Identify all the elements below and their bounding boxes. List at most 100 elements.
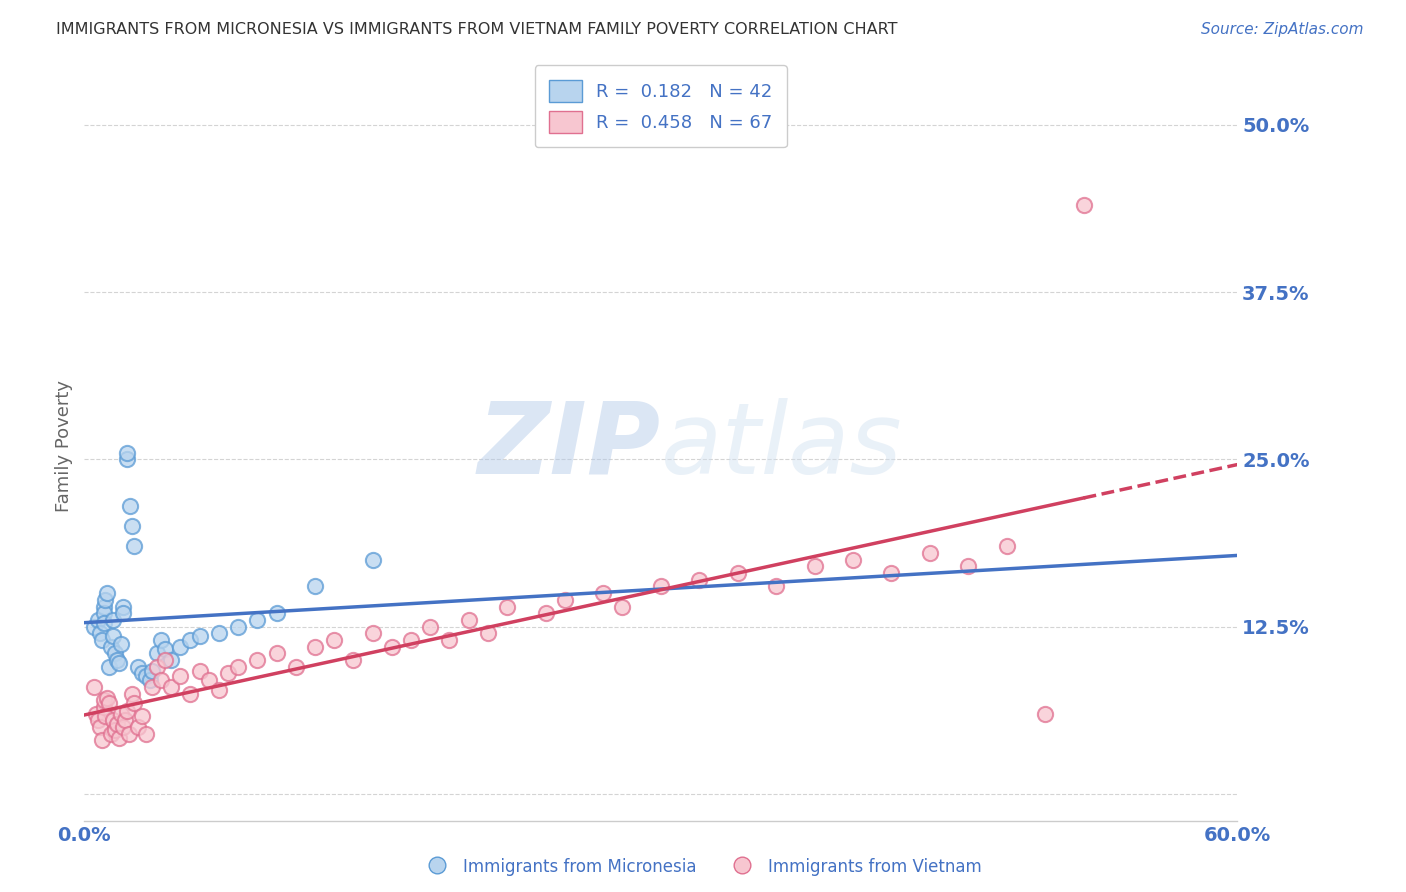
- Point: [124, 539, 146, 553]
- Point: [84, 706, 107, 721]
- Point: [765, 580, 787, 594]
- Point: [96, 690, 118, 705]
- Point: [361, 553, 384, 567]
- Text: Source: ZipAtlas.com: Source: ZipAtlas.com: [1201, 22, 1364, 37]
- Text: ZIP: ZIP: [478, 398, 661, 494]
- Point: [179, 687, 201, 701]
- Point: [103, 613, 124, 627]
- Point: [1033, 706, 1056, 721]
- Point: [246, 653, 269, 667]
- Point: [89, 720, 111, 734]
- Point: [89, 626, 111, 640]
- Point: [361, 626, 384, 640]
- Point: [439, 633, 461, 648]
- Point: [90, 633, 112, 648]
- Point: [995, 539, 1018, 553]
- Point: [419, 620, 441, 634]
- Point: [100, 640, 122, 654]
- Point: [104, 646, 127, 660]
- Point: [146, 660, 169, 674]
- Point: [98, 660, 121, 674]
- Point: [83, 620, 105, 634]
- Point: [103, 629, 124, 643]
- Point: [554, 593, 576, 607]
- Point: [90, 733, 112, 747]
- Point: [266, 607, 288, 621]
- Point: [1073, 198, 1095, 212]
- Point: [188, 664, 211, 678]
- Point: [93, 693, 115, 707]
- Point: [131, 709, 153, 723]
- Point: [127, 660, 149, 674]
- Point: [179, 633, 201, 648]
- Point: [93, 699, 115, 714]
- Point: [93, 599, 115, 614]
- Point: [169, 640, 191, 654]
- Point: [399, 633, 422, 648]
- Point: [918, 546, 941, 560]
- Point: [110, 706, 132, 721]
- Point: [592, 586, 614, 600]
- Point: [124, 696, 146, 710]
- Point: [208, 682, 231, 697]
- Point: [342, 653, 364, 667]
- Point: [169, 669, 191, 683]
- Point: [115, 704, 138, 718]
- Point: [146, 646, 169, 660]
- Point: [103, 714, 124, 728]
- Point: [957, 559, 980, 574]
- Point: [135, 669, 157, 683]
- Text: IMMIGRANTS FROM MICRONESIA VS IMMIGRANTS FROM VIETNAM FAMILY POVERTY CORRELATION: IMMIGRANTS FROM MICRONESIA VS IMMIGRANTS…: [56, 22, 898, 37]
- Point: [120, 500, 142, 514]
- Point: [117, 726, 139, 740]
- Point: [94, 593, 117, 607]
- Point: [93, 607, 115, 621]
- Point: [457, 613, 479, 627]
- Point: [105, 653, 128, 667]
- Point: [153, 642, 176, 657]
- Point: [842, 553, 865, 567]
- Point: [880, 566, 903, 581]
- Point: [87, 714, 110, 728]
- Point: [284, 660, 307, 674]
- Point: [323, 633, 346, 648]
- Point: [150, 633, 173, 648]
- Legend: Immigrants from Micronesia, Immigrants from Vietnam: Immigrants from Micronesia, Immigrants f…: [418, 850, 988, 884]
- Point: [304, 640, 326, 654]
- Point: [111, 599, 134, 614]
- Point: [93, 615, 115, 630]
- Point: [111, 607, 134, 621]
- Point: [304, 580, 326, 594]
- Point: [108, 731, 131, 745]
- Point: [111, 720, 134, 734]
- Text: atlas: atlas: [661, 398, 903, 494]
- Point: [121, 687, 143, 701]
- Point: [104, 723, 127, 737]
- Point: [98, 696, 121, 710]
- Point: [141, 680, 163, 694]
- Point: [127, 720, 149, 734]
- Point: [110, 637, 132, 651]
- Point: [160, 680, 183, 694]
- Point: [138, 673, 160, 688]
- Point: [83, 680, 105, 694]
- Point: [100, 726, 122, 740]
- Point: [246, 613, 269, 627]
- Point: [534, 607, 557, 621]
- Point: [114, 714, 136, 728]
- Point: [496, 599, 519, 614]
- Point: [266, 646, 288, 660]
- Point: [94, 709, 117, 723]
- Point: [115, 452, 138, 467]
- Point: [135, 726, 157, 740]
- Point: [198, 673, 221, 688]
- Point: [381, 640, 404, 654]
- Point: [131, 666, 153, 681]
- Point: [727, 566, 749, 581]
- Point: [160, 653, 183, 667]
- Point: [121, 519, 143, 533]
- Point: [105, 717, 128, 731]
- Y-axis label: Family Poverty: Family Poverty: [55, 380, 73, 512]
- Point: [153, 653, 176, 667]
- Point: [803, 559, 825, 574]
